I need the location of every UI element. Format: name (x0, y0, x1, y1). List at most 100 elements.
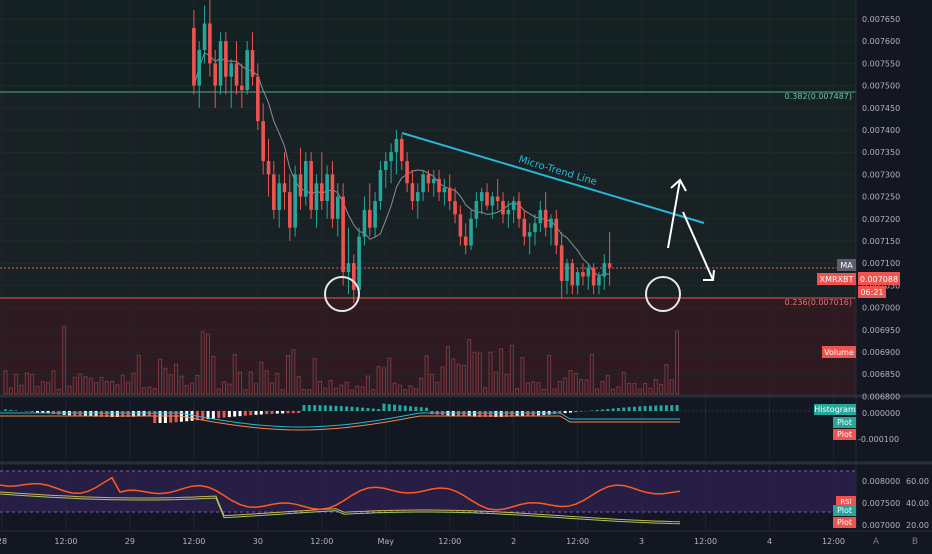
macd-bar (372, 409, 375, 411)
time-tick-7: 12:00 (438, 537, 461, 546)
macd-bar (574, 411, 577, 412)
macd-bar (308, 405, 311, 411)
macd-bar (228, 411, 231, 417)
macd-bar (233, 411, 236, 417)
macd-bar (521, 411, 524, 416)
macd-bar (628, 407, 631, 411)
macd-bar (9, 410, 12, 411)
macd-bar (148, 411, 151, 416)
time-tick-12: 4 (767, 537, 772, 546)
macd-tick-0: 0.000000 (862, 409, 900, 418)
macd-bar (569, 411, 572, 413)
macd-bar (404, 406, 407, 411)
macd-bar (244, 411, 247, 416)
price-tick-0: 0.007650 (862, 15, 900, 24)
candle[interactable] (293, 166, 297, 237)
macd-bar (649, 406, 652, 411)
macd-bar (191, 411, 194, 421)
candle[interactable] (357, 228, 361, 295)
macd-bar (526, 411, 529, 416)
macd-bar (633, 407, 636, 411)
macd-bar (255, 411, 258, 415)
macd-bar (414, 407, 417, 411)
price-tick-5: 0.007400 (862, 126, 900, 135)
time-tick-13: 12:00 (822, 537, 845, 546)
auto-scale-button[interactable]: A (873, 537, 880, 547)
macd-bar (420, 407, 423, 411)
macd-bar (409, 406, 412, 411)
macd-plot1-label: Plot (837, 418, 852, 427)
time-tick-4: 30 (253, 537, 263, 546)
macd-bar (318, 405, 321, 411)
macd-bar (356, 407, 359, 411)
macd-bar (398, 405, 401, 411)
macd-bar (601, 409, 604, 411)
time-tick-8: 2 (511, 537, 516, 546)
macd-bar (377, 409, 380, 411)
candle[interactable] (309, 152, 313, 219)
macd-bar (345, 406, 348, 411)
macd-bar (84, 411, 87, 416)
time-tick-10: 3 (639, 537, 644, 546)
fib-label-0236: 0.236(0.007016) (785, 298, 852, 307)
rsi-tag-label: RSI (840, 498, 851, 506)
macd-bar (239, 411, 242, 416)
price-tick-8: 0.007250 (862, 193, 900, 202)
price-tick-13: 0.007000 (862, 304, 900, 313)
macd-bar (670, 405, 673, 411)
macd-bar (654, 406, 657, 411)
macd-bar (302, 405, 305, 411)
price-tick-11: 0.007100 (862, 259, 900, 268)
macd-bar (324, 405, 327, 411)
time-tick-1: 12:00 (54, 537, 77, 546)
macd-bar (388, 404, 391, 411)
macd-bar (676, 405, 679, 411)
candle[interactable] (219, 32, 223, 94)
macd-bar (366, 408, 369, 411)
rsi-left-tick-2: 0.007000 (862, 521, 900, 530)
price-tick-17: 0.006800 (862, 392, 900, 401)
rsi-plot2-label: Plot (837, 518, 852, 527)
macd-bar (281, 411, 284, 413)
macd-bar (340, 406, 343, 411)
symbol-tag-label: XMRXBT (820, 275, 854, 284)
time-tick-3: 12:00 (182, 537, 205, 546)
macd-bar (249, 411, 252, 415)
rsi-plot1-label: Plot (837, 506, 852, 515)
macd-bar (297, 411, 300, 413)
macd-tick-1: -0.000100 (858, 435, 899, 444)
macd-bar (382, 404, 385, 411)
macd-bar (223, 411, 226, 418)
price-tick-15: 0.006900 (862, 348, 900, 357)
macd-histogram-label: Histogram (814, 405, 856, 414)
macd-bar (185, 411, 188, 421)
macd-bar (622, 408, 625, 411)
price-tick-9: 0.007200 (862, 215, 900, 224)
rsi-band (0, 471, 856, 512)
macd-bar (201, 411, 204, 420)
macd-bar (665, 405, 668, 411)
macd-bar (329, 406, 332, 411)
macd-bar (271, 411, 274, 414)
macd-bar (276, 411, 279, 414)
candle[interactable] (341, 183, 345, 285)
macd-bar (260, 411, 263, 414)
macd-bar (580, 411, 583, 412)
volume-tag-label: Volume (824, 348, 854, 357)
macd-bar (31, 411, 34, 412)
macd-bar (638, 406, 641, 411)
time-tick-2: 29 (125, 537, 135, 546)
log-scale-button[interactable]: B (912, 537, 918, 547)
macd-bar (15, 410, 18, 411)
time-tick-0: 28 (0, 537, 7, 546)
time-tick-6: May (377, 537, 394, 546)
time-tick-5: 12:00 (310, 537, 333, 546)
macd-bar (612, 408, 615, 411)
macd-bar (617, 408, 620, 411)
fib-zone-middle (0, 92, 856, 298)
macd-bar (212, 411, 215, 419)
time-tick-11: 12:00 (694, 537, 717, 546)
price-tick-14: 0.006950 (862, 326, 900, 335)
